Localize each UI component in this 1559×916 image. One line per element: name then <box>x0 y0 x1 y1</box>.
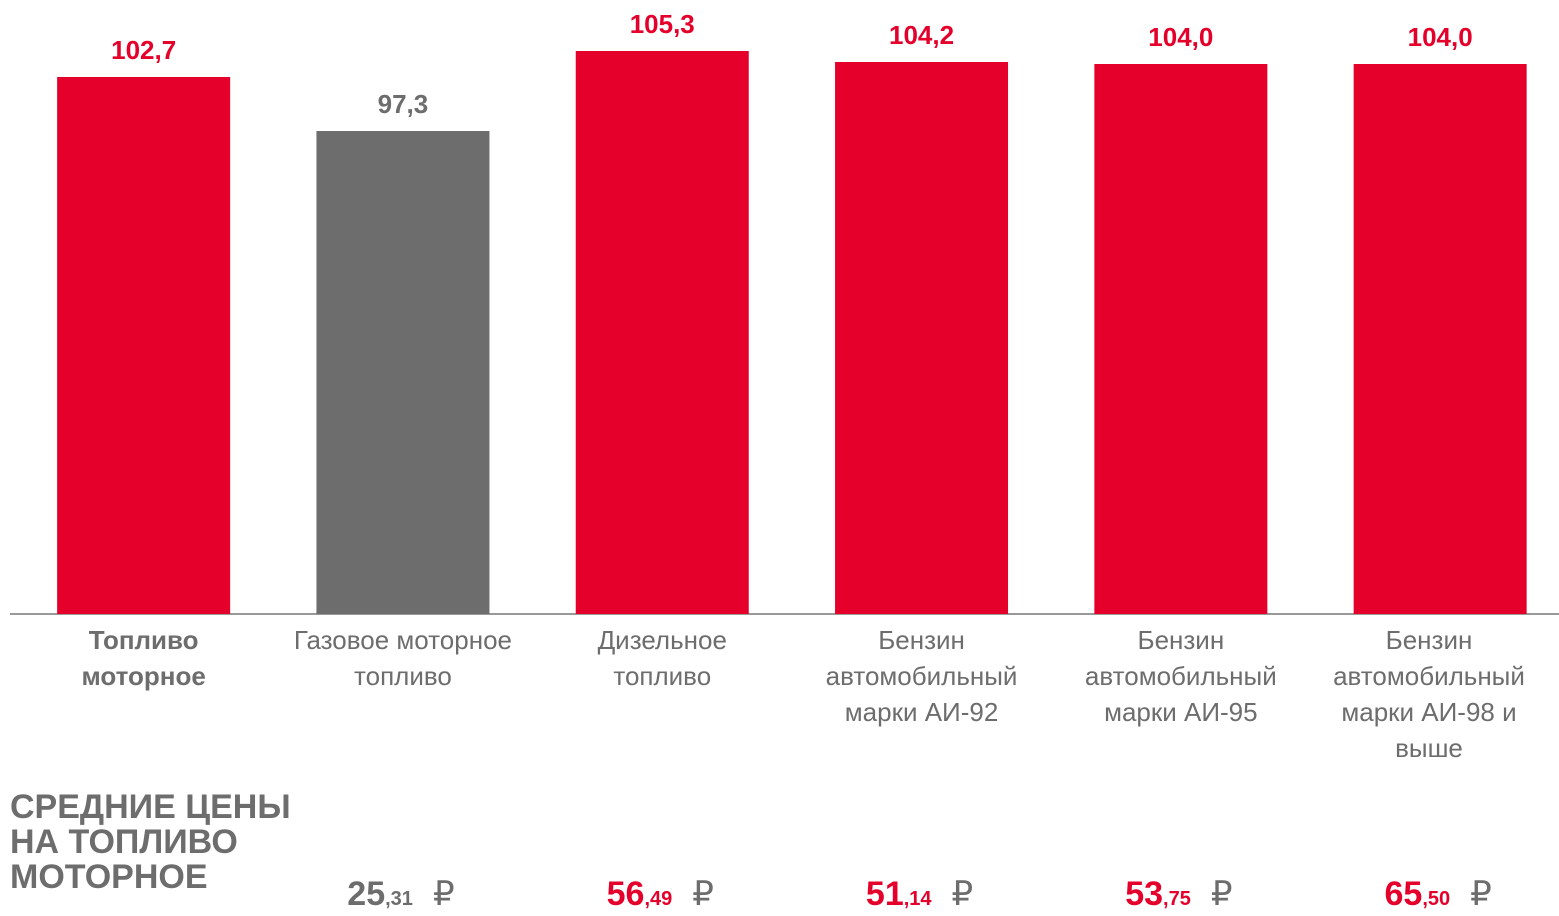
price-fraction: ,50 <box>1422 888 1450 910</box>
price: 25,31 <box>347 875 413 913</box>
x-tick-label: Газовое моторное топливо <box>293 625 512 691</box>
data-label: 102,7 <box>111 35 176 65</box>
price: 53,75 <box>1125 875 1191 913</box>
prices-title: СРЕДНИЕ ЦЕНЫ НА ТОПЛИВО МОТОРНОЕ <box>10 788 291 896</box>
bar <box>835 62 1009 614</box>
currency: ₽ <box>692 875 714 913</box>
bar <box>1094 64 1268 614</box>
bar <box>316 131 490 614</box>
price-integer: 51 <box>866 875 904 913</box>
price-fraction: ,49 <box>644 888 672 910</box>
x-tick-label: Бензин автомобильный марки АИ-98 и выше <box>1333 625 1525 763</box>
x-tick-label: Топливо моторное <box>81 625 206 691</box>
price: 51,14 <box>866 875 933 913</box>
price-fraction: ,31 <box>385 888 413 910</box>
data-label: 104,0 <box>1408 22 1473 52</box>
currency: ₽ <box>952 875 974 913</box>
x-tick-label: Бензин автомобильный марки АИ-95 <box>1084 625 1277 727</box>
bar <box>57 77 231 614</box>
data-label: 104,2 <box>889 20 954 50</box>
price-integer: 65 <box>1385 875 1423 913</box>
currency: ₽ <box>1211 875 1233 913</box>
data-label: 97,3 <box>378 89 429 119</box>
bar <box>1353 64 1527 614</box>
x-tick-label: Дизельное топливо <box>597 625 727 691</box>
price-integer: 25 <box>347 875 385 913</box>
data-label: 105,3 <box>630 9 695 39</box>
x-tick-label: Бензин автомобильный марки АИ-92 <box>825 625 1018 727</box>
currency: ₽ <box>1470 875 1492 913</box>
price: 56,49 <box>607 875 673 913</box>
price-integer: 53 <box>1125 875 1163 913</box>
bar <box>575 51 749 614</box>
price-integer: 56 <box>607 875 645 913</box>
price-fraction: ,14 <box>904 888 933 910</box>
data-label: 104,0 <box>1148 22 1213 52</box>
price: 65,50 <box>1385 875 1451 913</box>
price-fraction: ,75 <box>1163 888 1191 910</box>
currency: ₽ <box>433 875 455 913</box>
